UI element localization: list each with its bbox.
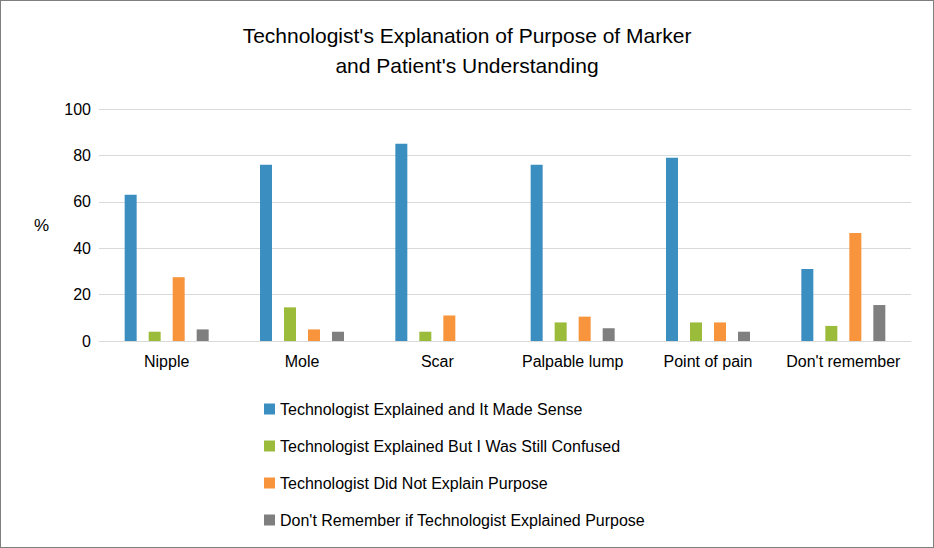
- svg-text:Nipple: Nipple: [144, 353, 189, 370]
- svg-text:Don't Remember if Technologist: Don't Remember if Technologist Explained…: [280, 512, 645, 529]
- svg-text:Technologist Did Not Explain P: Technologist Did Not Explain Purpose: [280, 475, 548, 492]
- svg-text:20: 20: [73, 286, 91, 303]
- svg-text:Technologist Explained and It: Technologist Explained and It Made Sense: [280, 401, 583, 418]
- svg-text:Point of pain: Point of pain: [664, 353, 753, 370]
- svg-text:Scar: Scar: [421, 353, 455, 370]
- svg-text:Technologist Explained But I W: Technologist Explained But I Was Still C…: [280, 438, 620, 455]
- svg-text:Technologist's Explanation of: Technologist's Explanation of Purpose of…: [243, 24, 692, 47]
- svg-text:and Patient's Understanding: and Patient's Understanding: [335, 54, 598, 77]
- svg-text:0: 0: [82, 333, 91, 350]
- svg-text:%: %: [34, 216, 49, 235]
- svg-text:Mole: Mole: [285, 353, 320, 370]
- svg-text:Don't remember: Don't remember: [786, 353, 901, 370]
- svg-text:100: 100: [64, 101, 91, 118]
- svg-text:Palpable lump: Palpable lump: [522, 353, 624, 370]
- svg-text:60: 60: [73, 193, 91, 210]
- svg-text:80: 80: [73, 147, 91, 164]
- svg-text:40: 40: [73, 240, 91, 257]
